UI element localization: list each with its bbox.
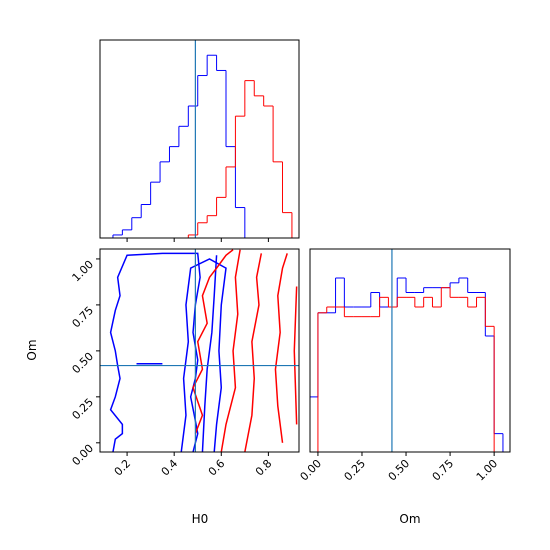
contour-line (274, 253, 288, 443)
x-tick-label: 0.75 (430, 457, 457, 484)
x-tick-label: 0.00 (298, 457, 325, 484)
y-tick-label: 0.75 (70, 304, 97, 331)
contour-line (201, 255, 218, 452)
contour-line (293, 286, 298, 425)
y-tick-label: 0.25 (70, 396, 97, 423)
axes-frame (309, 248, 511, 453)
x-tick-label: 0.2 (112, 457, 134, 479)
contour-line (220, 249, 241, 452)
x-axis-label: H0 (192, 512, 209, 526)
x-tick-label: 1.00 (474, 457, 501, 484)
contour-line (192, 249, 234, 434)
x-tick-label: 0.25 (342, 457, 369, 484)
y-tick-label: 0.00 (70, 442, 97, 469)
contour-line (180, 258, 227, 452)
plot-area (103, 54, 293, 238)
x-tick-label: 0.50 (386, 457, 413, 484)
axes-frame (99, 39, 300, 239)
y-tick-label: 1.00 (70, 258, 97, 285)
y-tick-label: 0.50 (70, 350, 97, 377)
x-axis-label: Om (399, 512, 420, 526)
x-tick-label: 0.4 (159, 457, 181, 479)
contour-line (244, 253, 263, 452)
plot-area (310, 277, 504, 452)
x-tick-label: 0.6 (206, 457, 228, 479)
x-tick-label: 0.8 (253, 457, 275, 479)
plot-area (109, 249, 298, 452)
y-axis-label: Om (25, 339, 39, 360)
